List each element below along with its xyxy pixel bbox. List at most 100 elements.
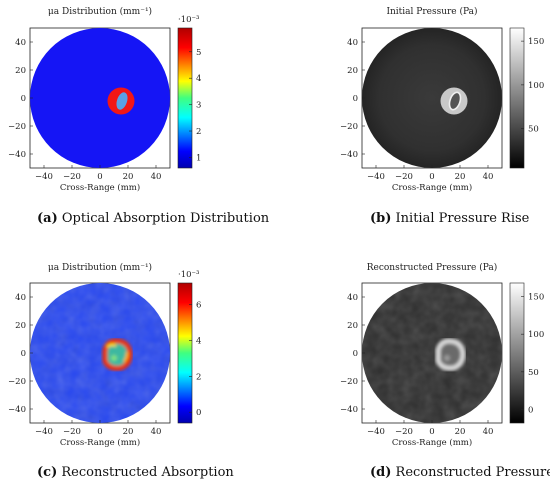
y-tick-label: 40 [347,293,358,303]
colorbar-tick-label: 3 [196,101,201,111]
panel-d-caption: (d) Reconstructed Pressure [370,465,550,480]
x-tick-label: −20 [395,427,413,437]
y-tick-label: 0 [21,94,26,104]
panel-c-caption-text: Reconstructed Absorption [61,465,234,480]
x-tick-label: 40 [483,172,494,182]
x-tick-label: −40 [35,427,53,437]
panel-d-letter: (d) [370,465,391,480]
x-tick-label: 20 [455,172,466,182]
panel-a-disk [30,28,170,168]
colorbar-tick-label: 100 [528,330,544,340]
x-tick-label: 40 [483,427,494,437]
panel-b-colorbar [509,27,525,169]
panel-d-colorbar [509,282,525,424]
y-tick-label: 20 [15,66,26,76]
y-tick-label: −40 [340,150,358,160]
panel-c-caption: (c) Reconstructed Absorption [37,465,234,480]
panel-c-reconstruction [102,338,133,371]
y-tick-label: 40 [347,38,358,48]
x-tick-label: 40 [151,172,162,182]
panel-a-colorbar-exponent: ·10⁻³ [178,15,199,25]
panel-c-letter: (c) [37,465,57,480]
x-tick-label: 0 [97,427,102,437]
y-tick-label: 0 [21,349,26,359]
panel-a-xlabel: Cross-Range (mm) [60,182,140,193]
panel-a-x-ticks: −40 −20 0 20 40 [35,165,161,182]
panel-d-caption-text: Reconstructed Pressure [396,465,550,480]
colorbar-tick-label: 5 [196,48,201,58]
panel-c: μa Distribution (mm⁻¹) −40 −20 0 20 40 40200… [8,262,201,448]
panel-a-caption-text: Optical Absorption Distribution [62,211,270,226]
y-tick-label: −20 [8,377,26,387]
y-tick-label: −40 [8,150,26,160]
panel-b-xlabel: Cross-Range (mm) [392,182,472,193]
panel-c-xlabel: Cross-Range (mm) [60,437,140,448]
panel-a-y-ticks: 40 20 0 −20 −40 [8,38,33,160]
y-tick-label: 40 [15,293,26,303]
panel-b: Initial Pressure (Pa) −40 −20 0 20 40 40200−… [340,6,544,193]
colorbar-tick-label: 2 [196,127,201,137]
panel-d-noise [362,283,502,423]
y-tick-label: −20 [340,122,358,132]
colorbar-tick-label: 2 [196,372,201,382]
panel-c-y-ticks: 40 20 0 −20 −40 [8,293,33,415]
panel-a-caption: (a) Optical Absorption Distribution [37,211,270,226]
panel-a-colorbar [177,27,193,169]
panel-c-colorbar [177,282,193,424]
panel-a-letter: (a) [37,211,58,226]
colorbar-tick-label: 1 [196,153,201,163]
x-tick-label: −40 [35,172,53,182]
colorbar-tick-label: 0 [528,405,533,415]
y-tick-label: 20 [347,66,358,76]
panel-b-y-ticks: 40 20 0 −20 −40 [340,38,365,160]
panel-c-noise [30,283,170,423]
panel-d-reconstruction [435,338,466,371]
panel-a-inner-inclusion [116,92,128,110]
panel-c-colorbar-ticks: 0 2 4 6 [189,301,201,418]
panel-a-title: μa Distribution (mm⁻¹) [48,6,152,17]
colorbar-tick-label: 0 [196,408,201,418]
colorbar-tick-label: 100 [528,81,544,91]
x-tick-label: 0 [429,427,434,437]
y-tick-label: 0 [353,94,358,104]
panel-d-title: Reconstructed Pressure (Pa) [367,262,498,273]
panel-b-caption: (b) Initial Pressure Rise [370,211,530,226]
panel-c-x-ticks: −40 −20 0 20 40 [35,420,161,437]
y-tick-label: 40 [15,38,26,48]
panel-b-letter: (b) [370,211,391,226]
panel-b-colorbar-ticks: 50 100 150 [521,37,544,135]
x-tick-label: −20 [395,172,413,182]
x-tick-label: 0 [97,172,102,182]
panel-d-xlabel: Cross-Range (mm) [392,437,472,448]
x-tick-label: 40 [151,427,162,437]
x-tick-label: −20 [63,427,81,437]
y-tick-label: −20 [8,122,26,132]
x-tick-label: −40 [367,172,385,182]
panel-b-inner-inclusion [448,91,462,111]
colorbar-tick-label: 150 [528,293,544,303]
x-tick-label: 20 [123,427,134,437]
panel-c-title: μa Distribution (mm⁻¹) [48,262,152,273]
colorbar-tick-label: 6 [196,301,201,311]
colorbar-tick-label: 4 [196,336,201,346]
panel-b-title: Initial Pressure (Pa) [386,6,477,17]
panel-c-colorbar-exponent: ·10⁻³ [178,270,199,280]
panel-d-colorbar-ticks: 0 50 100 150 [521,293,544,415]
x-tick-label: −40 [367,427,385,437]
panel-a: μa Distribution (mm⁻¹) −40 −20 0 20 40 40 20 0… [8,6,201,193]
panel-b-caption-text: Initial Pressure Rise [396,211,530,226]
x-tick-label: 20 [455,427,466,437]
panel-d-x-ticks: −40 −20 0 20 40 [367,420,493,437]
x-tick-label: 20 [123,172,134,182]
colorbar-tick-label: 4 [196,74,201,84]
panel-b-disk [362,28,502,168]
y-tick-label: −40 [340,405,358,415]
y-tick-label: −20 [340,377,358,387]
y-tick-label: 0 [353,349,358,359]
colorbar-tick-label: 50 [528,368,539,378]
panel-b-x-ticks: −40 −20 0 20 40 [367,165,493,182]
x-tick-label: 0 [429,172,434,182]
y-tick-label: 20 [347,321,358,331]
panel-d: Reconstructed Pressure (Pa) −40 −20 0 20 40 … [340,262,544,448]
